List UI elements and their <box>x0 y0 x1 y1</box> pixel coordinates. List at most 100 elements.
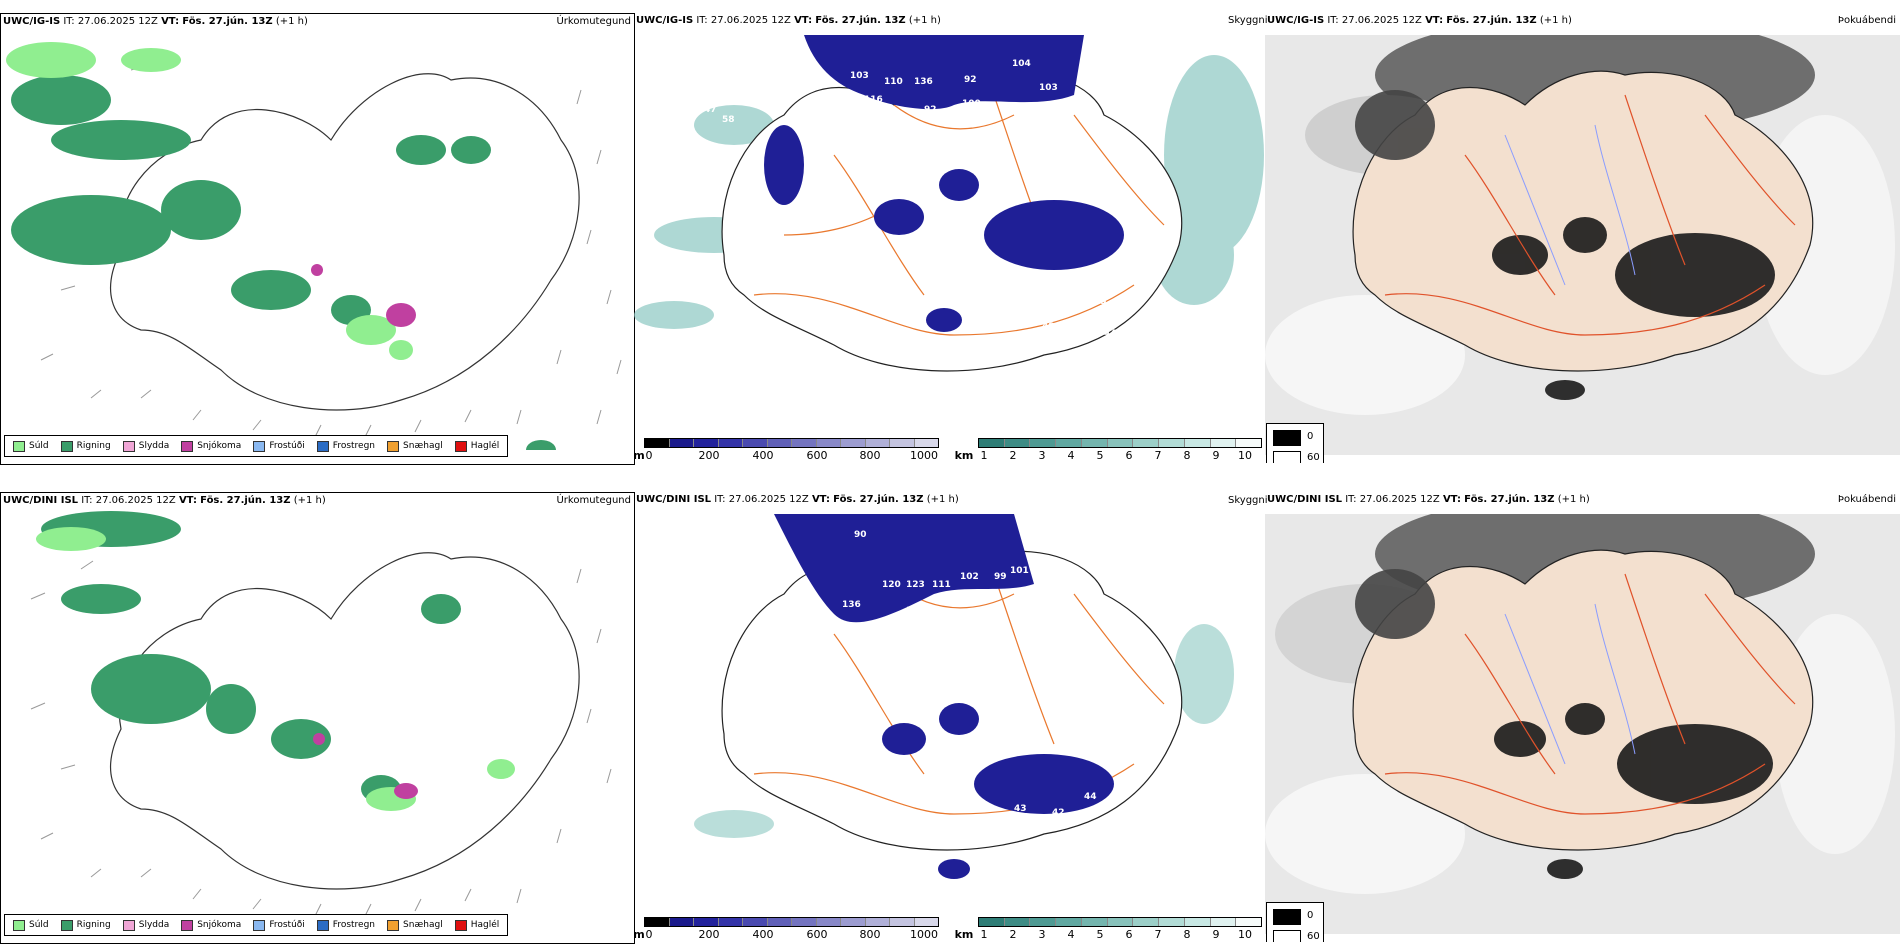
tick-label: 2 <box>1009 928 1017 941</box>
ceiling-value-label: 35 <box>1094 297 1107 307</box>
legend-item: Rigning <box>60 440 111 452</box>
legend-item: Súld <box>13 919 49 931</box>
ceiling-value-label: 55 <box>880 377 893 387</box>
ceiling-colorbar-ticks: m 0 200 400 600 800 1000 <box>634 927 939 941</box>
ceiling-value-label: 89 <box>1032 113 1045 123</box>
tick-label: 9 <box>1212 928 1220 941</box>
legend-item: Snjókoma <box>181 919 241 931</box>
ceiling-value-label: 42 <box>1052 808 1065 818</box>
ceiling-value-label: 74 <box>956 906 969 916</box>
tick-label: 0 <box>645 928 653 941</box>
ceiling-visibility-panel-1: UWC/IG-IS IT: 27.06.2025 12Z VT: Fös. 27… <box>634 13 1264 463</box>
tick-label: 6 <box>1125 449 1133 462</box>
ceiling-value-label: 100 <box>962 99 981 109</box>
valid-time: Fös. 27.jún. 13Z <box>200 495 291 506</box>
ceiling-visibility-panel-2: UWC/DINI ISL IT: 27.06.2025 12Z VT: Fös.… <box>634 492 1264 942</box>
tick-label: 400 <box>752 449 774 462</box>
fog-legend: 0 60 <box>1266 902 1324 942</box>
ceiling-value-label: 132 <box>880 129 899 139</box>
ceiling-value-label: 47 <box>704 105 717 115</box>
ceiling-value-label: 46 <box>944 740 957 750</box>
lead-time: (+1 h) <box>1557 494 1590 505</box>
tick-label: 4 <box>1067 449 1075 462</box>
ceiling-value-label: 60 <box>766 582 779 592</box>
ceiling-value-label: 44 <box>1084 792 1097 802</box>
precip-map <box>6 42 622 450</box>
ceiling-value-label: 55 <box>930 902 943 912</box>
ceiling-value-label: 104 <box>1012 59 1031 69</box>
ceiling-value-label: 50 <box>764 568 777 578</box>
ceiling-value-label: 49 <box>714 566 727 576</box>
init-time: IT: 27.06.2025 12Z <box>1345 494 1440 505</box>
visibility-unit: km <box>954 928 974 941</box>
lead-time: (+1 h) <box>908 15 941 26</box>
valid-label: VT: <box>161 16 180 27</box>
tick-label: 2 <box>1009 449 1017 462</box>
model-name: UWC/DINI ISL <box>1267 494 1343 505</box>
precip-type-panel-1: UWC/IG-IS IT: 27.06.2025 12Z VT: Fös. 27… <box>0 13 635 465</box>
valid-time: Fös. 27.jún. 13Z <box>1446 15 1537 26</box>
ceiling-value-label: 49 <box>974 341 987 351</box>
legend-item: Rigning <box>60 919 111 931</box>
panel-header: UWC/DINI ISL IT: 27.06.2025 12Z VT: Fös.… <box>634 492 1264 508</box>
tick-label: 10 <box>1238 928 1252 941</box>
model-name: UWC/IG-IS <box>1267 15 1325 26</box>
ceiling-colorbar-ticks: m 0 200 400 600 800 1000 <box>634 448 939 462</box>
model-name: UWC/IG-IS <box>3 16 61 27</box>
tick-label: 7 <box>1154 449 1162 462</box>
ceiling-value-label: 111 <box>932 580 951 590</box>
ceiling-value-label: 123 <box>906 580 925 590</box>
tick-label: 800 <box>859 449 881 462</box>
low-visibility-haze <box>694 624 1234 838</box>
init-time: IT: 27.06.2025 12Z <box>1327 15 1422 26</box>
fog-legend-min: 0 <box>1307 910 1314 921</box>
legend-item: Haglél <box>454 440 499 452</box>
model-name: UWC/IG-IS <box>636 15 694 26</box>
legend-item: Frostúði <box>253 919 305 931</box>
ceiling-value-label: 58 <box>722 115 735 125</box>
lead-time: (+1 h) <box>926 494 959 505</box>
tick-label: 800 <box>859 928 881 941</box>
panel-header: UWC/IG-IS IT: 27.06.2025 12Z VT: Fös. 27… <box>1265 13 1900 29</box>
fog-panel-1: UWC/IG-IS IT: 27.06.2025 12Z VT: Fös. 27… <box>1265 13 1900 463</box>
ceiling-unit: m <box>634 928 645 941</box>
low-ceiling-areas <box>764 35 1124 332</box>
road-network <box>1384 573 1796 815</box>
ceiling-value-label: 43 <box>1014 804 1027 814</box>
ceiling-colorbar: m 0 200 400 600 800 1000 <box>634 438 939 463</box>
panel-header: UWC/DINI ISL IT: 27.06.2025 12Z VT: Fös.… <box>1265 492 1900 508</box>
tick-label: 9 <box>1212 449 1220 462</box>
panel-title: Þokuábendi <box>1837 15 1896 26</box>
legend-item: Snæhagl <box>387 919 443 931</box>
legend-item: Snæhagl <box>387 440 443 452</box>
ceiling-value-label: 116 <box>864 95 883 105</box>
fog-dark-areas <box>1355 90 1775 400</box>
ceiling-value-label: 105 <box>1060 528 1079 538</box>
precip-legend: Súld Rigning Slydda Snjókoma Frostúði Fr… <box>4 914 509 936</box>
ceiling-value-label: 44 <box>1104 329 1117 339</box>
tick-label: 8 <box>1183 449 1191 462</box>
tick-label: 3 <box>1038 928 1046 941</box>
visibility-colorbar: km 1 2 3 4 5 6 7 8 9 10 <box>954 917 1262 942</box>
fog-legend-min: 0 <box>1307 431 1314 442</box>
tick-label: 5 <box>1096 928 1104 941</box>
tick-label: 1 <box>980 928 988 941</box>
ceiling-value-label: 99 <box>994 572 1007 582</box>
panel-title: Úrkomutegund <box>556 16 631 27</box>
visibility-colorbar-ticks: km 1 2 3 4 5 6 7 8 9 10 <box>954 448 1262 462</box>
fog-legend-max: 60 <box>1307 452 1320 463</box>
tick-label: 6 <box>1125 928 1133 941</box>
ceiling-value-label: 58 <box>936 413 949 423</box>
valid-label: VT: <box>811 494 830 505</box>
ceiling-value-label: 52 <box>884 754 897 764</box>
ceiling-value-label: 92 <box>924 105 937 115</box>
precip-legend: Súld Rigning Slydda Snjókoma Frostúði Fr… <box>4 435 509 457</box>
ceiling-value-label: 92 <box>964 75 977 85</box>
legend-item: Haglél <box>454 919 499 931</box>
valid-label: VT: <box>1442 494 1461 505</box>
tick-label: 600 <box>806 928 828 941</box>
ceiling-value-label: 110 <box>884 77 903 87</box>
fog-map <box>1265 514 1900 934</box>
ceiling-value-label: 103 <box>852 642 871 652</box>
ceiling-value-label: 138 <box>906 606 925 616</box>
